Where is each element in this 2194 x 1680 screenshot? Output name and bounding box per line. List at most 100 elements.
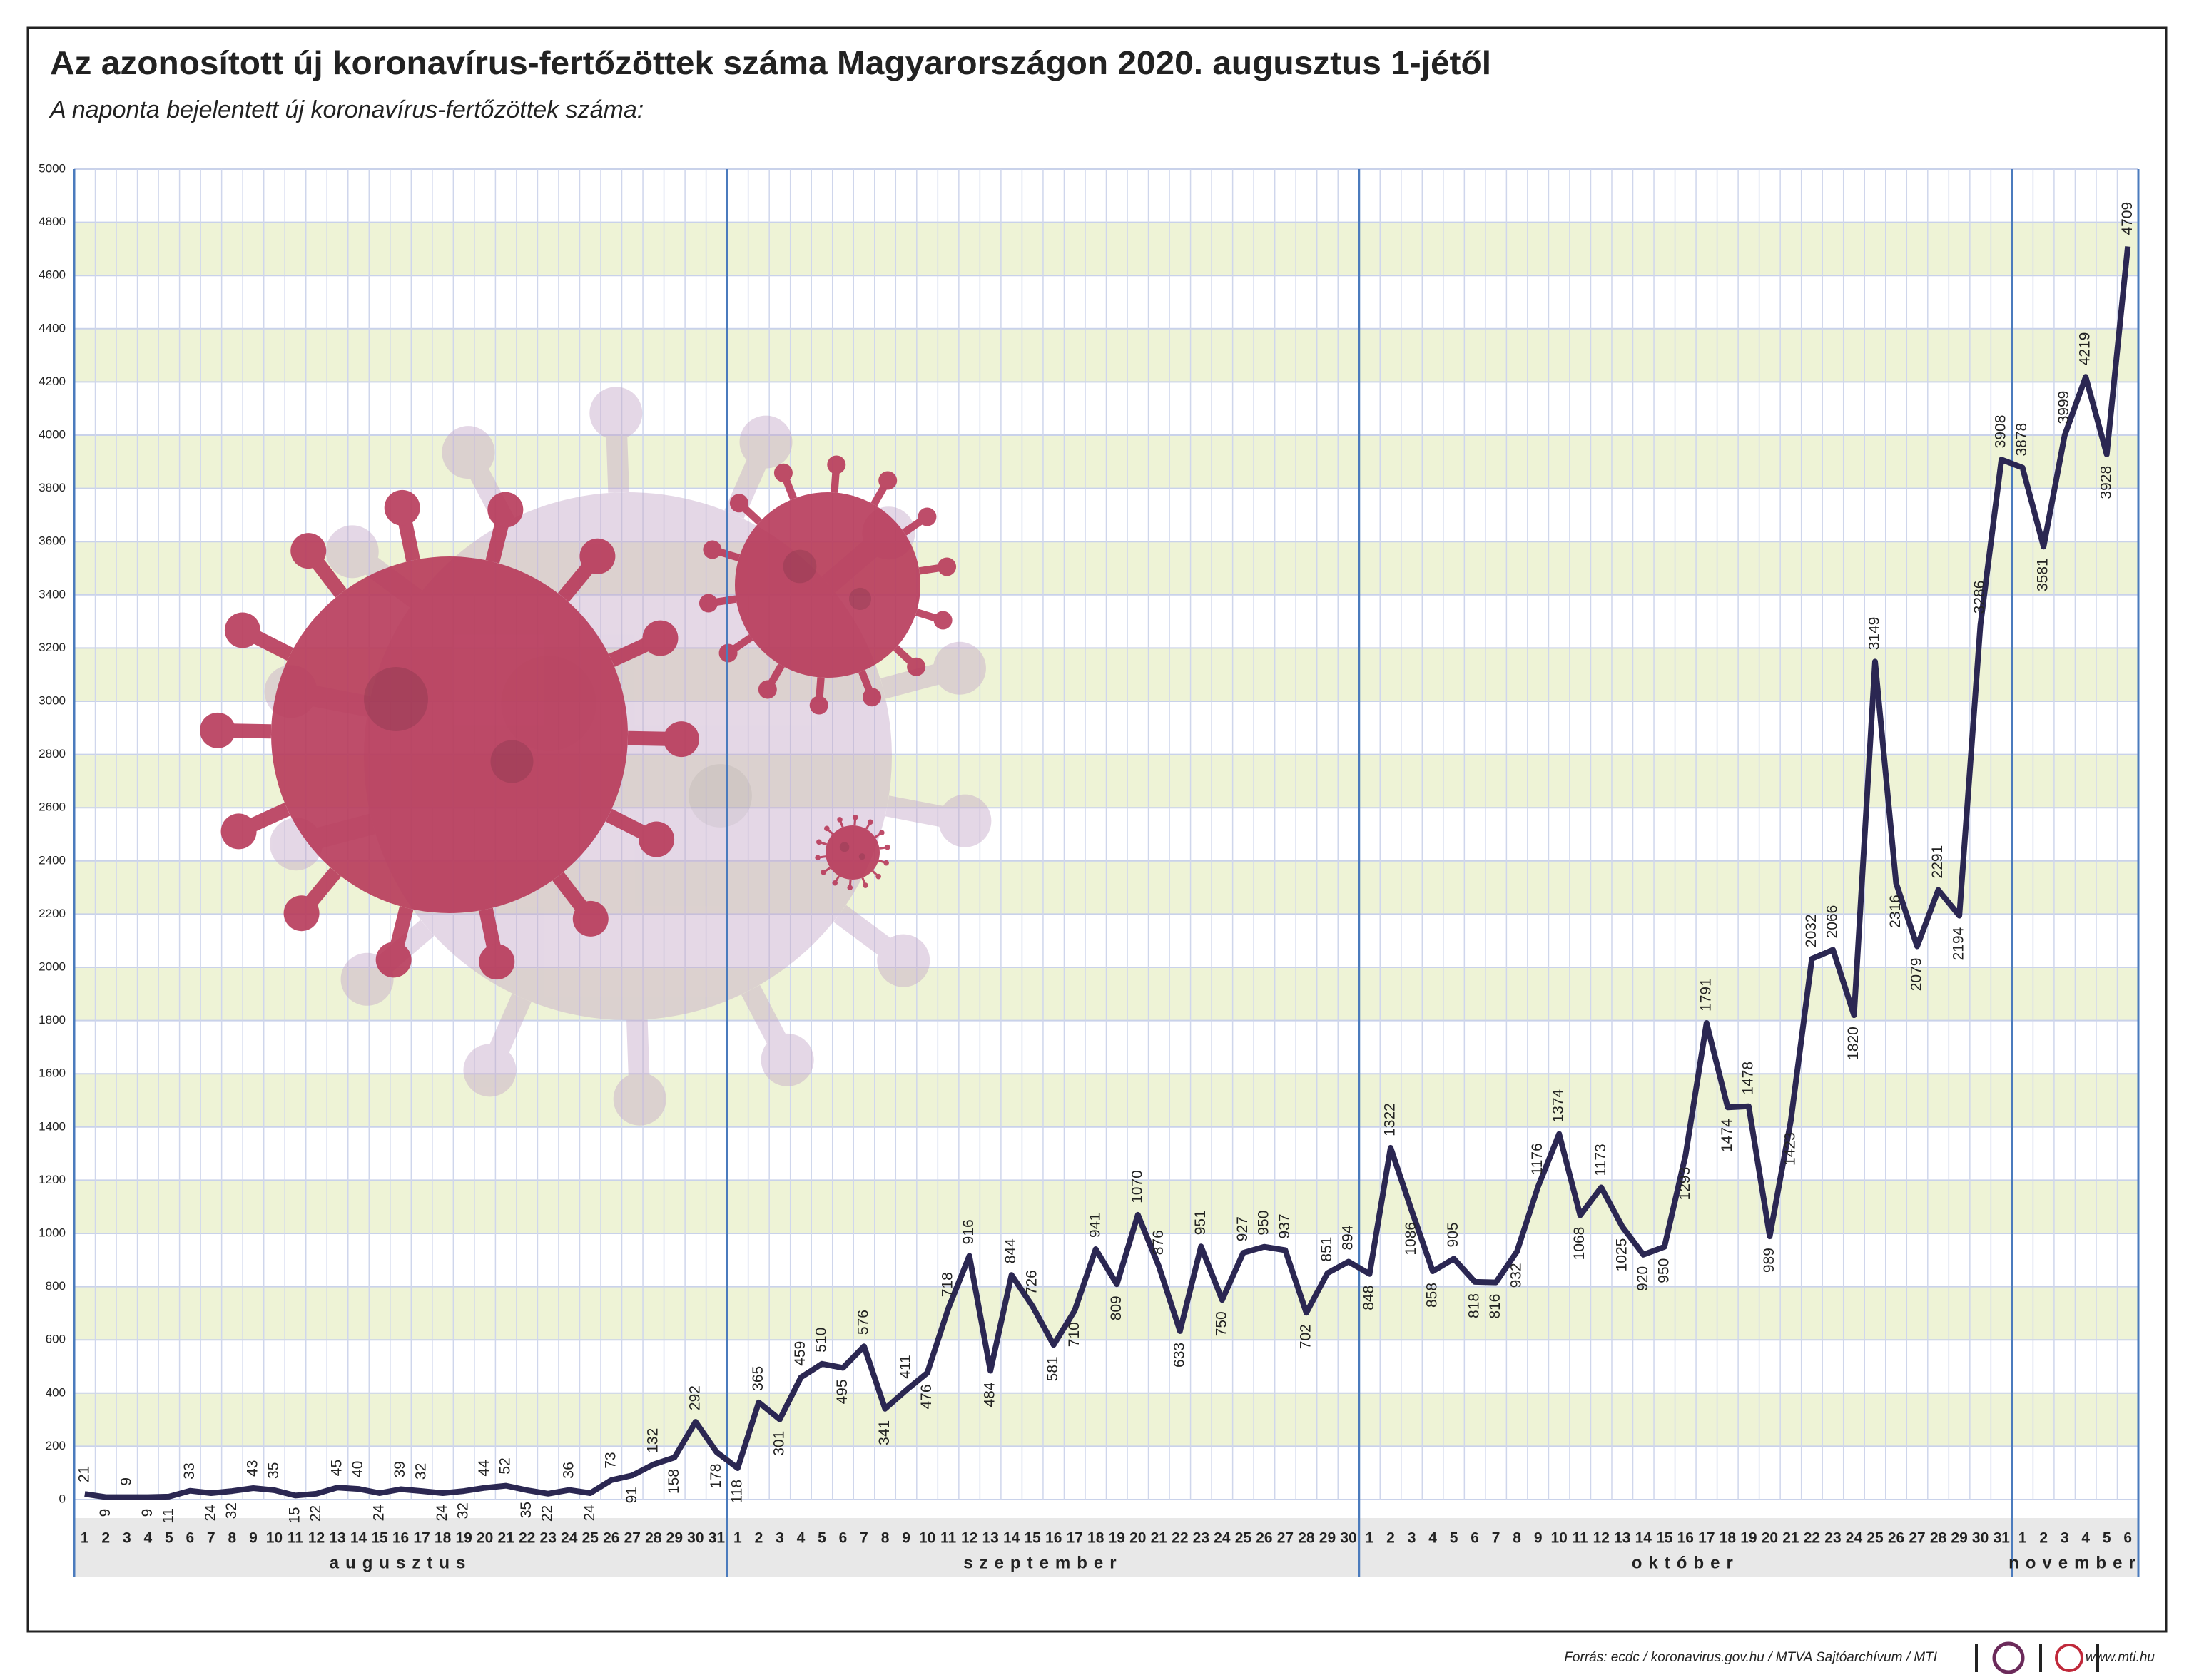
- virus-spike-head: [847, 885, 853, 891]
- value-label: 3928: [2098, 466, 2114, 499]
- x-tick-label: 28: [1930, 1530, 1947, 1547]
- x-tick-label: 26: [1256, 1530, 1272, 1547]
- y-tick-label: 0: [59, 1492, 66, 1505]
- y-tick-label: 400: [46, 1385, 66, 1399]
- x-tick-label: 16: [1677, 1530, 1694, 1547]
- value-label: 950: [1655, 1258, 1672, 1283]
- x-tick-label: 14: [350, 1530, 367, 1547]
- x-tick-label: 12: [1593, 1530, 1610, 1547]
- virus-spike-head: [863, 688, 882, 707]
- virus-spike-head: [463, 1044, 517, 1097]
- x-tick-label: 31: [709, 1530, 726, 1547]
- x-tick-label: 11: [288, 1530, 304, 1547]
- value-label: 132: [644, 1428, 661, 1453]
- value-label: 73: [602, 1452, 619, 1468]
- virus-body: [826, 825, 880, 880]
- x-tick-label: 10: [919, 1530, 935, 1547]
- virus-body: [271, 556, 628, 913]
- value-label: 484: [982, 1382, 998, 1407]
- x-tick-label: 13: [1614, 1530, 1630, 1547]
- virus-spike-head: [938, 557, 957, 576]
- value-label: 4709: [2119, 202, 2135, 235]
- virus-spike: [741, 984, 797, 1065]
- x-tick-label: 23: [540, 1530, 557, 1547]
- value-label: 158: [666, 1469, 682, 1494]
- chart-title: Az azonosított új koronavírus-fertőzötte…: [50, 44, 1491, 81]
- y-tick-label: 1800: [39, 1013, 66, 1027]
- x-tick-label: 3: [123, 1530, 131, 1547]
- x-tick-label: 19: [1109, 1530, 1125, 1547]
- x-tick-label: 2: [101, 1530, 110, 1547]
- x-tick-label: 15: [1656, 1530, 1673, 1547]
- value-label: 950: [1255, 1211, 1271, 1236]
- virus-spike-head: [852, 814, 858, 820]
- value-label: 1474: [1719, 1119, 1735, 1152]
- x-tick-label: 21: [1782, 1530, 1799, 1547]
- x-tick-label: 4: [143, 1530, 152, 1547]
- virus-spike-head: [375, 942, 412, 978]
- virus-spike-head: [816, 839, 822, 845]
- virus-body: [735, 492, 920, 678]
- virus-spike-head: [761, 1033, 814, 1086]
- value-label: 24: [581, 1505, 598, 1522]
- value-label: 44: [476, 1460, 492, 1477]
- value-label: 3149: [1867, 617, 1883, 651]
- virus-spike-head: [200, 712, 236, 748]
- value-label: 809: [1108, 1295, 1124, 1320]
- value-label: 920: [1635, 1266, 1651, 1291]
- value-label: 2316: [1887, 895, 1904, 928]
- value-label: 32: [413, 1463, 430, 1480]
- value-label: 15: [287, 1507, 303, 1523]
- value-label: 24: [371, 1505, 387, 1522]
- x-tick-label: 3: [2061, 1530, 2069, 1547]
- x-tick-label: 16: [392, 1530, 409, 1547]
- data-line: [84, 246, 2131, 1500]
- value-label: 905: [1445, 1222, 1461, 1247]
- x-tick-label: 8: [1513, 1530, 1521, 1547]
- x-tick-label: 3: [1408, 1530, 1416, 1547]
- value-label: 178: [708, 1464, 724, 1489]
- virus-spike-head: [224, 612, 260, 648]
- x-tick-label: 23: [1824, 1530, 1841, 1547]
- x-tick-label: 25: [1235, 1530, 1252, 1547]
- virus-spot: [783, 549, 817, 584]
- y-tick-label: 3200: [39, 641, 66, 654]
- x-tick-label: 9: [249, 1530, 258, 1547]
- value-label: 3908: [1993, 415, 2009, 449]
- virus-spike: [626, 1019, 651, 1100]
- x-tick-label: 13: [329, 1530, 345, 1547]
- virus-spike-head: [933, 611, 953, 630]
- virus-illustration: [200, 387, 992, 1126]
- virus-spike-head: [885, 844, 890, 850]
- value-label: 1478: [1740, 1062, 1756, 1095]
- month-label: szeptember: [963, 1553, 1122, 1572]
- value-label: 32: [223, 1502, 240, 1519]
- x-tick-label: 22: [519, 1530, 535, 1547]
- virus-spike-head: [442, 426, 495, 479]
- virus-spike-head: [875, 873, 881, 880]
- x-tick-label: 31: [1993, 1530, 2010, 1547]
- virus-spike: [880, 658, 963, 699]
- value-label: 365: [750, 1366, 766, 1391]
- x-tick-label: 20: [1762, 1530, 1778, 1547]
- virus-spike-head: [639, 821, 675, 857]
- value-label: 1176: [1529, 1143, 1545, 1175]
- frame: [26, 26, 2168, 1633]
- value-label: 43: [244, 1460, 260, 1477]
- value-label: 341: [876, 1420, 893, 1445]
- x-tick-label: 6: [1471, 1530, 1479, 1547]
- value-label: 989: [1761, 1248, 1777, 1273]
- value-label: 91: [624, 1487, 640, 1503]
- x-tick-label: 28: [645, 1530, 662, 1547]
- value-label: 476: [918, 1384, 935, 1409]
- virus-spike-head: [663, 721, 699, 758]
- virus-spot: [858, 853, 865, 860]
- y-tick-label: 5000: [39, 161, 66, 175]
- x-tick-label: 29: [666, 1530, 683, 1547]
- value-label: 32: [455, 1502, 472, 1519]
- value-label: 40: [350, 1461, 366, 1477]
- x-tick-label: 18: [435, 1530, 452, 1547]
- virus-spike-head: [827, 455, 846, 474]
- virus-spike-head: [824, 825, 830, 832]
